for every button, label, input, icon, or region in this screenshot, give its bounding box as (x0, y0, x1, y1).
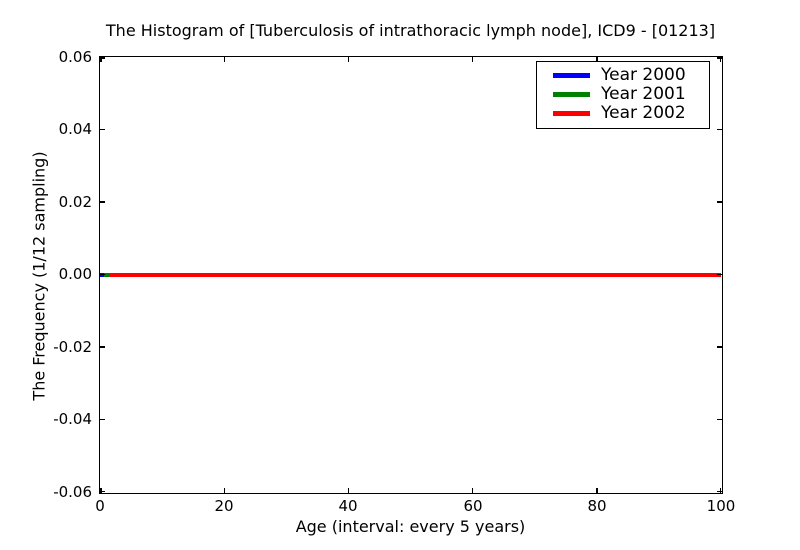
legend-line-swatch-red (553, 111, 590, 117)
y-tick-label: 0.00 (58, 265, 92, 283)
y-tick-mark (100, 201, 105, 203)
series-line-year-2002 (110, 272, 721, 277)
y-tick-mark (100, 128, 105, 131)
y-tick-mark (100, 418, 105, 421)
y-tick-mark (717, 128, 722, 131)
y-tick-mark (717, 57, 722, 59)
legend-label: Year 2000 (601, 64, 686, 85)
x-tick-mark (100, 57, 102, 62)
y-tick-mark (717, 490, 722, 492)
y-tick-mark (717, 418, 722, 421)
x-tick-mark (471, 488, 474, 493)
legend-line-swatch-green (553, 92, 590, 97)
legend-label: Year 2002 (601, 103, 686, 124)
legend-entry-year-2001: Year 2001 (537, 85, 709, 104)
y-tick-label: 0.06 (58, 48, 92, 66)
y-tick-mark (100, 490, 105, 492)
y-tick-label: -0.02 (53, 338, 92, 356)
x-tick-label: 40 (338, 497, 358, 515)
y-tick-mark (717, 201, 722, 203)
x-tick-mark (347, 488, 350, 493)
x-tick-label: 60 (463, 497, 483, 515)
legend-entry-year-2002: Year 2002 (537, 104, 709, 123)
chart-title: The Histogram of [Tuberculosis of intrat… (105, 21, 716, 40)
y-tick-mark (100, 346, 105, 348)
x-tick-mark (471, 57, 474, 62)
y-tick-mark (717, 346, 722, 348)
legend-entry-year-2000: Year 2000 (537, 64, 709, 85)
y-tick-label: -0.06 (53, 483, 92, 501)
x-tick-label: 0 (95, 497, 105, 515)
x-tick-mark (596, 488, 598, 493)
y-tick-label: 0.04 (58, 120, 92, 138)
x-tick-mark (719, 57, 721, 62)
y-tick-mark (100, 273, 105, 276)
y-tick-mark (100, 57, 105, 59)
y-tick-label: -0.04 (53, 410, 92, 428)
legend: Year 2000 Year 2001 Year 2002 (536, 60, 710, 129)
legend-label: Year 2001 (601, 84, 686, 104)
x-tick-mark (223, 57, 225, 62)
x-tick-mark (596, 57, 598, 62)
x-tick-label: 80 (587, 497, 607, 515)
x-tick-mark (347, 57, 350, 62)
y-tick-mark (717, 273, 722, 276)
x-tick-mark (223, 488, 225, 493)
y-tick-label: 0.02 (58, 193, 92, 211)
x-tick-label: 100 (706, 497, 736, 515)
x-tick-label: 20 (214, 497, 234, 515)
x-axis-label: Age (interval: every 5 years) (295, 517, 526, 536)
legend-line-swatch-blue (553, 72, 590, 78)
plot-area: Year 2000 Year 2001 Year 2002 (99, 56, 723, 494)
